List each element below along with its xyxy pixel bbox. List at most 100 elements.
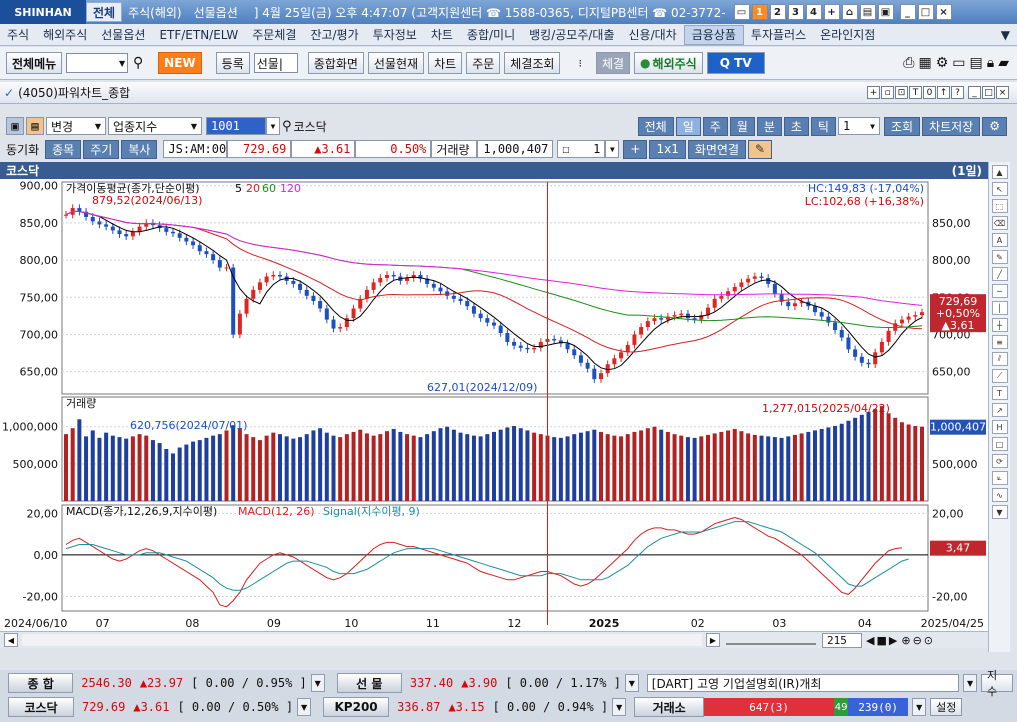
zero-icon[interactable]: 0 [923, 86, 936, 99]
menu-orders[interactable]: 주문체결 [252, 28, 297, 42]
panel-icon[interactable]: ▣ [6, 117, 24, 135]
vertical-line-icon[interactable]: │ [991, 301, 1008, 315]
settings-button[interactable]: 설정 [930, 698, 963, 716]
chevron-more-icon[interactable]: ⁝ [578, 56, 582, 70]
h-tool-icon[interactable]: H [991, 420, 1008, 434]
channel-icon[interactable]: ⫽ [991, 352, 1008, 366]
code-input[interactable]: 1001 [206, 117, 266, 135]
menu-balance[interactable]: 잔고/평가 [310, 28, 359, 42]
stop-icon[interactable]: ■ [876, 633, 887, 647]
menu-online-branch[interactable]: 온라인지점 [820, 28, 876, 42]
screen-2-button[interactable]: 2 [769, 4, 786, 20]
folder-icon[interactable]: ▰ [998, 55, 1009, 71]
code-dropdown-icon[interactable]: ▾ [266, 117, 280, 135]
save-chart-button[interactable]: 차트저장 [922, 116, 981, 136]
minimize-icon[interactable]: _ [899, 4, 916, 20]
zoom-in-icon[interactable]: ⊕ [901, 633, 911, 647]
sync-stock-button[interactable]: 종목 [45, 139, 82, 159]
period-all-button[interactable]: 전체 [637, 116, 674, 136]
chart-scrollbar[interactable]: ◀ ▶ 215 ◀ ■ ▶ ⊕ ⊖ ⊙ [0, 631, 988, 648]
layout-icon[interactable]: ▤ [969, 55, 983, 71]
category-select[interactable]: 업종지수 ▼ [108, 117, 202, 135]
menu-overseas-stock[interactable]: 해외주식 [43, 28, 88, 42]
ticker-dropdown-icon[interactable]: ▼ [624, 674, 639, 692]
add-chart-button[interactable]: + [623, 139, 648, 159]
ticker-kosdaq-name[interactable]: 코스닥 [8, 697, 74, 717]
arrow-tool-icon[interactable]: ↗ [991, 403, 1008, 417]
wave-icon[interactable]: ∿ [991, 488, 1008, 502]
period-month-button[interactable]: 월 [729, 116, 755, 136]
execution-button[interactable]: 체결 [595, 52, 631, 74]
ticker-futures-name[interactable]: 선 물 [336, 673, 402, 693]
add-icon[interactable]: + [867, 86, 880, 99]
screen-1-button[interactable]: 1 [751, 4, 768, 20]
zoom-out-icon[interactable]: ⊖ [912, 633, 922, 647]
sync-period-button[interactable]: 주기 [83, 139, 120, 159]
order-button[interactable]: 주문 [466, 52, 501, 74]
panel-icon-2[interactable]: ▤ [26, 117, 44, 135]
period-second-button[interactable]: 초 [783, 116, 809, 136]
zoom-input[interactable]: 215 [822, 632, 862, 648]
lock-icon[interactable]: 🔒︎ [986, 55, 995, 71]
tab-overseas-stock[interactable]: 주식(해외) [128, 5, 182, 20]
help-icon[interactable]: ? [951, 86, 964, 99]
ticker-dropdown-icon[interactable]: ▼ [612, 698, 627, 716]
max-icon[interactable]: □ [982, 86, 995, 99]
change-select[interactable]: 변경 ▼ [46, 117, 106, 135]
dock-icon[interactable]: ▫ [881, 86, 894, 99]
menu-mini[interactable]: 종합/미니 [466, 28, 516, 42]
eraser-icon[interactable]: ⌫ [991, 216, 1008, 230]
home-icon[interactable]: ⌂ [841, 4, 858, 20]
gear-icon[interactable]: ⚙ [935, 55, 949, 71]
trendline-icon[interactable]: ╱ [991, 267, 1008, 281]
link-icon[interactable]: ⊡ [895, 86, 908, 99]
cycle-icon[interactable]: ⟳ [991, 454, 1008, 468]
print-icon[interactable]: ⎙ [903, 55, 915, 71]
zoom-reset-icon[interactable]: ⊙ [923, 633, 933, 647]
calculator-icon[interactable]: ▦ [918, 55, 932, 71]
monitor-icon[interactable]: ▭ [733, 4, 750, 20]
layout-1x1-button[interactable]: 1x1 [649, 139, 686, 159]
menu-investment-info[interactable]: 투자정보 [372, 28, 417, 42]
ticker-kp200-name[interactable]: KP200 [323, 697, 390, 717]
period-count-select[interactable]: 1 ▼ [837, 117, 880, 135]
index-button[interactable]: 지수 [981, 669, 1014, 698]
exchange-dropdown-icon[interactable]: ▼ [912, 698, 927, 716]
pencil-icon[interactable]: ✎ [748, 139, 773, 159]
search-icon[interactable]: ⚲ [133, 55, 144, 71]
lock-icon[interactable]: ▣ [877, 4, 894, 20]
pen-icon[interactable]: ✎ [991, 250, 1008, 264]
menu-invest-plus[interactable]: 투자플러스 [750, 28, 807, 42]
all-menu-button[interactable]: 전체메뉴 [6, 52, 63, 74]
scroll-left-icon[interactable]: ◀ [4, 633, 18, 647]
cross-line-icon[interactable]: ┼ [991, 318, 1008, 332]
horizontal-line-icon[interactable]: ─ [991, 284, 1008, 298]
fibonacci-icon[interactable]: ≡ [991, 335, 1008, 349]
period-tick-button[interactable]: 틱 [810, 116, 836, 136]
overseas-stock-button[interactable]: ● 해외주식 [634, 52, 703, 74]
register-button[interactable]: 등록 [215, 52, 250, 74]
fan-icon[interactable]: ⟀ [991, 471, 1008, 485]
cursor-icon[interactable]: ↖ [991, 182, 1008, 196]
chevron-down-icon[interactable]: ▼ [119, 58, 126, 68]
menu-search-input[interactable]: ▼ [66, 53, 129, 73]
close-icon[interactable]: × [935, 4, 952, 20]
maximize-icon[interactable]: □ [917, 4, 934, 20]
query-button[interactable]: 조회 [883, 116, 921, 136]
play-icon[interactable]: ▶ [888, 633, 898, 647]
tab-futures-options[interactable]: 선물옵션 [193, 5, 238, 20]
period-minute-button[interactable]: 분 [756, 116, 782, 136]
chart-button[interactable]: 차트 [428, 52, 463, 74]
new-button[interactable]: NEW [158, 52, 202, 74]
futures-current-button[interactable]: 선물현재 [367, 52, 425, 74]
add-screen-button[interactable]: + [823, 4, 840, 20]
screen-link-button[interactable]: 화면연결 [687, 139, 747, 159]
box-tool-icon[interactable]: □ [991, 437, 1008, 451]
text-icon[interactable]: T [909, 86, 922, 99]
screen-3-button[interactable]: 3 [787, 4, 804, 20]
close-window-icon[interactable]: × [996, 86, 1009, 99]
ticker-kospi-name[interactable]: 종 합 [8, 673, 74, 693]
scroll-track[interactable] [22, 634, 702, 646]
rect-select-icon[interactable]: ⬚ [991, 199, 1008, 213]
news-dropdown-icon[interactable]: ▼ [963, 674, 977, 692]
